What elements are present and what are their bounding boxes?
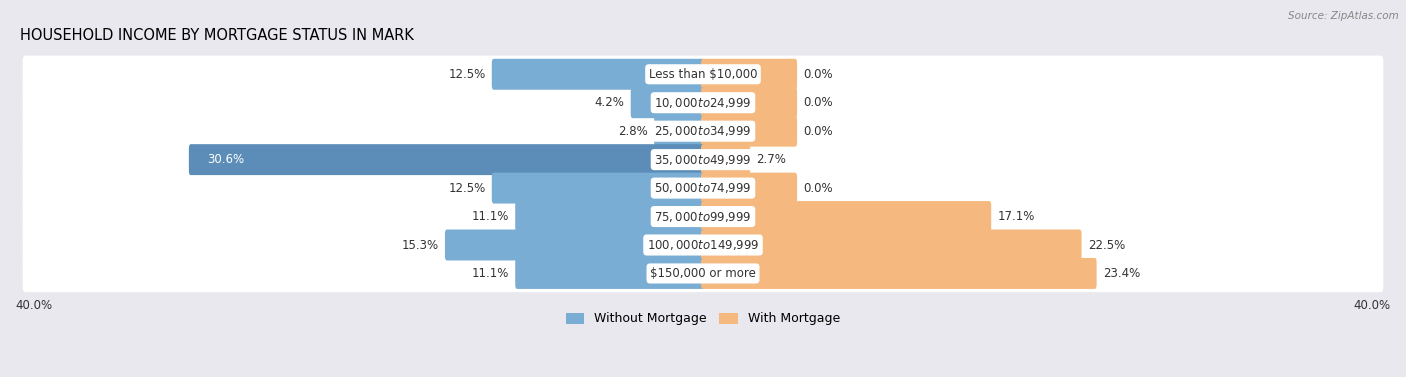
FancyBboxPatch shape: [22, 226, 1384, 264]
Text: 23.4%: 23.4%: [1102, 267, 1140, 280]
FancyBboxPatch shape: [22, 141, 1384, 178]
FancyBboxPatch shape: [22, 112, 1384, 150]
FancyBboxPatch shape: [702, 173, 797, 204]
Text: $10,000 to $24,999: $10,000 to $24,999: [654, 96, 752, 110]
Text: 0.0%: 0.0%: [803, 96, 832, 109]
Text: 22.5%: 22.5%: [1088, 239, 1125, 251]
FancyBboxPatch shape: [631, 87, 704, 118]
FancyBboxPatch shape: [22, 169, 1384, 207]
FancyBboxPatch shape: [702, 87, 797, 118]
Text: 11.1%: 11.1%: [471, 210, 509, 223]
Text: $100,000 to $149,999: $100,000 to $149,999: [647, 238, 759, 252]
Legend: Without Mortgage, With Mortgage: Without Mortgage, With Mortgage: [561, 307, 845, 330]
FancyBboxPatch shape: [654, 116, 704, 147]
FancyBboxPatch shape: [702, 230, 1081, 261]
Text: $35,000 to $49,999: $35,000 to $49,999: [654, 153, 752, 167]
Text: $75,000 to $99,999: $75,000 to $99,999: [654, 210, 752, 224]
Text: 15.3%: 15.3%: [402, 239, 439, 251]
FancyBboxPatch shape: [444, 230, 704, 261]
FancyBboxPatch shape: [702, 201, 991, 232]
FancyBboxPatch shape: [702, 144, 751, 175]
FancyBboxPatch shape: [492, 173, 704, 204]
FancyBboxPatch shape: [22, 255, 1384, 292]
Text: 11.1%: 11.1%: [471, 267, 509, 280]
Text: 2.7%: 2.7%: [756, 153, 786, 166]
Text: $50,000 to $74,999: $50,000 to $74,999: [654, 181, 752, 195]
FancyBboxPatch shape: [515, 201, 704, 232]
Text: Source: ZipAtlas.com: Source: ZipAtlas.com: [1288, 11, 1399, 21]
Text: HOUSEHOLD INCOME BY MORTGAGE STATUS IN MARK: HOUSEHOLD INCOME BY MORTGAGE STATUS IN M…: [20, 28, 413, 43]
FancyBboxPatch shape: [702, 59, 797, 90]
Text: Less than $10,000: Less than $10,000: [648, 68, 758, 81]
FancyBboxPatch shape: [702, 258, 1097, 289]
FancyBboxPatch shape: [188, 144, 704, 175]
Text: $25,000 to $34,999: $25,000 to $34,999: [654, 124, 752, 138]
FancyBboxPatch shape: [515, 258, 704, 289]
Text: 4.2%: 4.2%: [595, 96, 624, 109]
FancyBboxPatch shape: [702, 116, 797, 147]
Text: 0.0%: 0.0%: [803, 125, 832, 138]
FancyBboxPatch shape: [22, 198, 1384, 235]
Text: $150,000 or more: $150,000 or more: [650, 267, 756, 280]
Text: 12.5%: 12.5%: [449, 182, 485, 195]
Text: 0.0%: 0.0%: [803, 68, 832, 81]
Text: 12.5%: 12.5%: [449, 68, 485, 81]
Text: 2.8%: 2.8%: [619, 125, 648, 138]
Text: 30.6%: 30.6%: [208, 153, 245, 166]
Text: 0.0%: 0.0%: [803, 182, 832, 195]
FancyBboxPatch shape: [22, 55, 1384, 93]
FancyBboxPatch shape: [492, 59, 704, 90]
Text: 17.1%: 17.1%: [997, 210, 1035, 223]
FancyBboxPatch shape: [22, 84, 1384, 121]
